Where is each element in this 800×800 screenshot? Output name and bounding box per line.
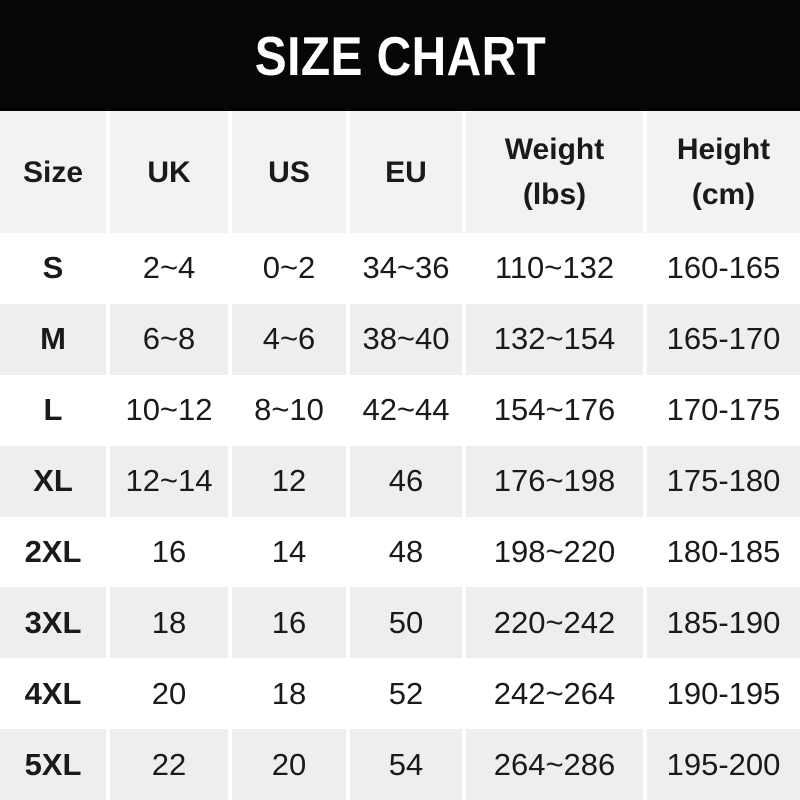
eu-value: 48 (346, 516, 462, 588)
height-value: 165-170 (643, 303, 800, 375)
weight-value: 242~264 (462, 658, 643, 730)
weight-value: 110~132 (462, 233, 643, 304)
size-label: S (42, 250, 64, 286)
height-value: 190-195 (643, 658, 800, 730)
weight-value: 198~220 (462, 516, 643, 588)
column-header-label: Weight (504, 133, 605, 166)
height-value: 195-200 (643, 729, 800, 800)
table-row-3xl: 3XL 18 16 50 220~242 185-190 (0, 587, 800, 659)
size-label: 2XL (24, 533, 82, 569)
column-header-label: US (268, 155, 310, 189)
column-header-size: Size (0, 111, 106, 233)
weight-value: 176~198 (462, 445, 643, 517)
eu-value: 54 (346, 729, 462, 800)
column-header-height: Height (cm) (643, 111, 800, 233)
us-value: 4~6 (228, 303, 346, 375)
size-table: Size UK US EU Weight (lbs) Height (cm) S 2… (0, 111, 800, 800)
eu-value: 50 (346, 587, 462, 659)
uk-value: 20 (106, 658, 228, 730)
weight-value: 220~242 (462, 587, 643, 659)
column-header-unit: (cm) (691, 178, 756, 211)
column-header-label: EU (385, 155, 427, 189)
height-value: 160-165 (643, 233, 800, 304)
eu-value: 52 (346, 658, 462, 730)
size-label: 5XL (24, 746, 82, 782)
size-label: 4XL (24, 675, 82, 711)
page-title: SIZE CHART (254, 24, 546, 87)
uk-value: 10~12 (106, 374, 228, 446)
us-value: 0~2 (228, 233, 346, 304)
us-value: 18 (228, 658, 346, 730)
size-label: XL (33, 463, 73, 499)
uk-value: 22 (106, 729, 228, 800)
us-value: 16 (228, 587, 346, 659)
us-value: 8~10 (228, 374, 346, 446)
uk-value: 12~14 (106, 445, 228, 517)
us-value: 20 (228, 729, 346, 800)
table-row-4xl: 4XL 20 18 52 242~264 190-195 (0, 658, 800, 730)
height-value: 170-175 (643, 374, 800, 446)
uk-value: 2~4 (106, 233, 228, 304)
column-header-us: US (228, 111, 346, 233)
column-header-weight: Weight (lbs) (462, 111, 643, 233)
height-value: 180-185 (643, 516, 800, 588)
size-label: M (40, 321, 66, 357)
size-label: 3XL (24, 604, 82, 640)
uk-value: 18 (106, 587, 228, 659)
us-value: 14 (228, 516, 346, 588)
weight-value: 154~176 (462, 374, 643, 446)
eu-value: 42~44 (346, 374, 462, 446)
column-header-eu: EU (346, 111, 462, 233)
us-value: 12 (228, 445, 346, 517)
table-row-l: L 10~12 8~10 42~44 154~176 170-175 (0, 374, 800, 446)
table-row-5xl: 5XL 22 20 54 264~286 195-200 (0, 729, 800, 800)
eu-value: 34~36 (346, 233, 462, 304)
column-header-unit: (lbs) (522, 178, 587, 211)
weight-value: 132~154 (462, 303, 643, 375)
table-row-2xl: 2XL 16 14 48 198~220 180-185 (0, 516, 800, 588)
size-label: L (43, 392, 63, 428)
table-row-xl: XL 12~14 12 46 176~198 175-180 (0, 445, 800, 517)
eu-value: 46 (346, 445, 462, 517)
column-header-uk: UK (106, 111, 228, 233)
height-value: 175-180 (643, 445, 800, 517)
column-header-label: Height (676, 133, 771, 166)
column-header-label: UK (147, 155, 191, 189)
weight-value: 264~286 (462, 729, 643, 800)
column-header-label: Size (22, 155, 84, 189)
table-row-m: M 6~8 4~6 38~40 132~154 165-170 (0, 303, 800, 375)
uk-value: 16 (106, 516, 228, 588)
uk-value: 6~8 (106, 303, 228, 375)
height-value: 185-190 (643, 587, 800, 659)
table-row-s: S 2~4 0~2 34~36 110~132 160-165 (0, 233, 800, 304)
title-banner: SIZE CHART (0, 0, 800, 111)
eu-value: 38~40 (346, 303, 462, 375)
table-header-row: Size UK US EU Weight (lbs) Height (cm) (0, 111, 800, 233)
